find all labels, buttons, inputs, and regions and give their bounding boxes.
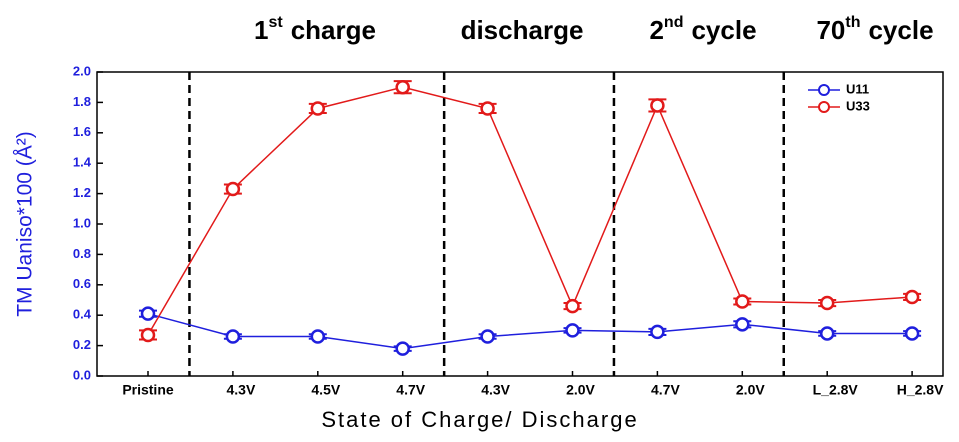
marker — [565, 298, 580, 314]
x-tick-label: Pristine — [122, 382, 174, 398]
y-tick-label: 0.6 — [73, 276, 91, 291]
marker — [650, 98, 665, 113]
marker — [904, 326, 920, 341]
y-tick-label: 0.4 — [73, 307, 92, 322]
marker — [565, 323, 580, 338]
marker — [735, 294, 750, 309]
section-title: 70th cycle — [816, 14, 933, 45]
legend-marker — [818, 101, 830, 113]
x-tick-label: 2.0V — [736, 382, 765, 398]
marker — [225, 329, 241, 344]
y-tick-label: 0.8 — [73, 246, 91, 261]
marker — [310, 101, 326, 116]
x-tick-label: 4.5V — [311, 382, 340, 398]
x-tick-label: H_2.8V — [897, 382, 944, 398]
y-tick-label: 1.6 — [73, 124, 91, 139]
marker — [650, 324, 665, 340]
section-title: 1st charge — [254, 14, 376, 45]
legend-label: U33 — [846, 98, 870, 113]
section-text: discharge — [461, 15, 584, 45]
y-tick-label: 2.0 — [73, 63, 91, 78]
x-tick-label: 4.3V — [481, 382, 510, 398]
section-title: 2nd cycle — [649, 14, 756, 45]
marker — [904, 289, 920, 305]
marker — [819, 326, 835, 341]
x-tick-label: 2.0V — [566, 382, 595, 398]
legend-marker — [818, 84, 830, 96]
section-text: cycle — [691, 15, 756, 45]
x-tick-label: 4.7V — [651, 382, 680, 398]
section-number: 70 — [816, 15, 845, 45]
section-number: 2 — [649, 15, 663, 45]
x-tick-label: L_2.8V — [813, 382, 859, 398]
marker — [310, 329, 326, 344]
plot-frame — [96, 71, 944, 377]
x-axis-label: State of Charge/ Discharge — [321, 407, 638, 432]
y-tick-label: 0.0 — [73, 367, 91, 382]
marker — [819, 295, 835, 311]
y-tick-label: 1.4 — [73, 155, 92, 170]
marker — [395, 341, 410, 356]
series-line — [147, 312, 913, 350]
y-tick-label: 1.0 — [73, 215, 91, 230]
section-text: charge — [291, 15, 376, 45]
section-suffix: st — [268, 14, 283, 31]
marker — [140, 327, 156, 343]
section-text: cycle — [868, 15, 933, 45]
section-suffix: th — [845, 14, 860, 31]
section-suffix: nd — [664, 14, 684, 31]
section-title: discharge — [461, 15, 584, 45]
marker — [480, 329, 495, 344]
y-axis-label: TM Uaniso*100 (Å²) — [14, 131, 37, 317]
marker — [225, 181, 241, 197]
y-tick-label: 0.2 — [73, 337, 91, 352]
marker — [735, 317, 750, 332]
legend-label: U11 — [846, 81, 869, 96]
x-tick-label: 4.3V — [226, 382, 255, 398]
marker — [480, 101, 495, 116]
marker — [140, 306, 156, 321]
y-tick-label: 1.8 — [73, 94, 91, 109]
section-number: 1 — [254, 15, 268, 45]
series-line — [147, 86, 913, 336]
marker — [395, 79, 410, 95]
y-tick-label: 1.2 — [73, 185, 91, 200]
x-tick-label: 4.7V — [396, 382, 425, 398]
